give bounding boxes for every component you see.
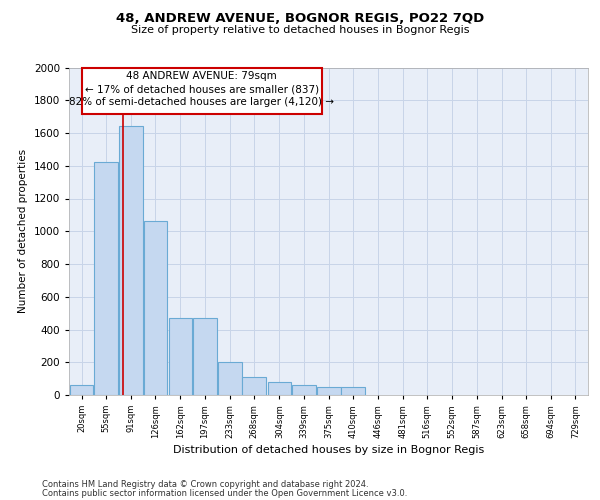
Y-axis label: Number of detached properties: Number of detached properties	[18, 149, 28, 314]
Bar	[268, 382, 291, 395]
Bar	[119, 126, 143, 395]
Text: 48, ANDREW AVENUE, BOGNOR REGIS, PO22 7QD: 48, ANDREW AVENUE, BOGNOR REGIS, PO22 7Q…	[116, 12, 484, 26]
Text: ← 17% of detached houses are smaller (837): ← 17% of detached houses are smaller (83…	[85, 84, 319, 94]
Text: Contains HM Land Registry data © Crown copyright and database right 2024.: Contains HM Land Registry data © Crown c…	[42, 480, 368, 489]
Bar	[218, 362, 242, 395]
Bar	[341, 387, 365, 395]
Bar	[193, 318, 217, 395]
Text: Contains public sector information licensed under the Open Government Licence v3: Contains public sector information licen…	[42, 488, 407, 498]
Bar	[143, 222, 167, 395]
Text: Size of property relative to detached houses in Bognor Regis: Size of property relative to detached ho…	[131, 25, 469, 35]
Bar	[70, 385, 94, 395]
X-axis label: Distribution of detached houses by size in Bognor Regis: Distribution of detached houses by size …	[173, 445, 484, 455]
Bar	[94, 162, 118, 395]
Bar	[317, 387, 341, 395]
Bar	[242, 377, 266, 395]
Bar	[82, 68, 322, 114]
Text: 82% of semi-detached houses are larger (4,120) →: 82% of semi-detached houses are larger (…	[69, 98, 334, 108]
Text: 48 ANDREW AVENUE: 79sqm: 48 ANDREW AVENUE: 79sqm	[127, 72, 277, 82]
Bar	[292, 385, 316, 395]
Bar	[169, 318, 193, 395]
